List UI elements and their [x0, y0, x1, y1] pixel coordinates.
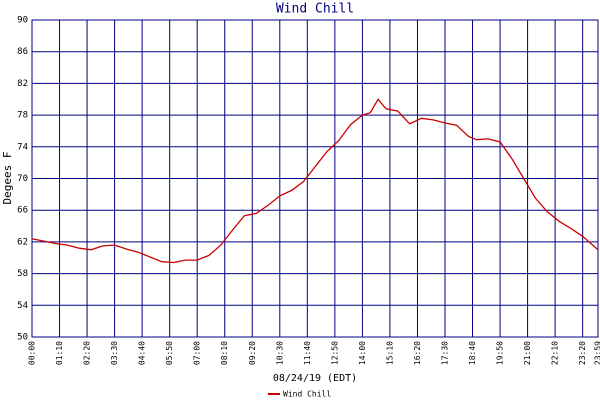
x-tick-label: 21:00 — [523, 341, 532, 365]
y-tick-label: 50 — [17, 333, 28, 343]
x-tick-label: 02:20 — [83, 341, 92, 365]
x-tick-label: 18:40 — [468, 341, 477, 365]
x-tick-label: 01:10 — [55, 341, 64, 365]
x-tick-label: 23:59 — [594, 341, 600, 365]
x-tick-label: 12:50 — [330, 341, 339, 365]
y-tick-label: 58 — [17, 269, 28, 279]
x-tick-label: 23:20 — [578, 341, 587, 365]
x-tick-label: 22:10 — [551, 341, 560, 365]
x-tick-label: 00:00 — [28, 341, 37, 365]
y-tick-label: 90 — [17, 16, 28, 26]
x-tick-label: 09:20 — [248, 341, 257, 365]
y-tick-label: 70 — [17, 174, 28, 184]
x-tick-label: 15:10 — [385, 341, 394, 365]
data-line — [31, 98, 599, 264]
x-tick-label: 03:30 — [110, 341, 119, 365]
x-tick-label: 07:00 — [193, 341, 202, 365]
x-tick-label: 11:40 — [303, 341, 312, 365]
x-tick-label: 14:00 — [358, 341, 367, 365]
x-tick-label: 19:50 — [496, 341, 505, 365]
x-tick-label: 10:30 — [275, 341, 284, 365]
legend-label: Wind Chill — [283, 390, 331, 399]
y-tick-label: 54 — [17, 301, 28, 311]
y-tick-label: 66 — [17, 206, 28, 216]
y-tick-label: 86 — [17, 47, 28, 57]
x-tick-label: 16:20 — [413, 341, 422, 365]
y-axis-label: Degees F — [1, 152, 14, 205]
chart-title: Wind Chill — [276, 2, 354, 17]
y-tick-label: 62 — [17, 237, 28, 247]
x-tick-label: 04:40 — [138, 341, 147, 365]
y-tick-label: 78 — [17, 111, 28, 121]
x-tick-label: 17:30 — [440, 341, 449, 365]
x-axis-label: 08/24/19 (EDT) — [273, 373, 357, 384]
plot-border — [31, 19, 599, 338]
y-tick-label: 82 — [17, 79, 28, 89]
x-tick-label: 05:50 — [165, 341, 174, 365]
y-tick-label: 74 — [17, 142, 28, 152]
x-tick-label: 08:10 — [220, 341, 229, 365]
